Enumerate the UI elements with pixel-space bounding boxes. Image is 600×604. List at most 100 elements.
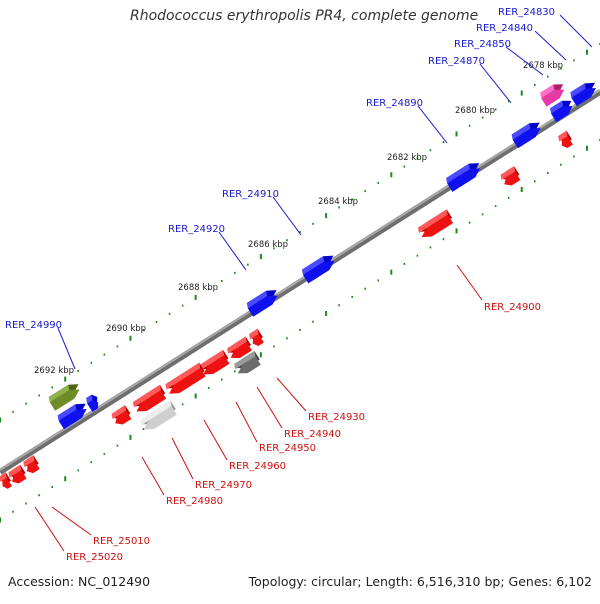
gene-glyph-face [551, 106, 573, 123]
gene-label-rer-24970[interactable]: RER_24970 [195, 480, 252, 491]
leader-line-rer-24960 [203, 419, 228, 461]
leader-line-rer-25010 [51, 506, 92, 536]
gene-rer-24880-glyph[interactable] [499, 166, 522, 188]
gene-glyph-face [12, 470, 27, 484]
gene-glyph-top [199, 349, 225, 371]
gene-rer-25020-glyph[interactable] [7, 464, 29, 486]
gene-glyph-face [2, 477, 13, 489]
gene-label-rer-24900[interactable]: RER_24900 [484, 302, 541, 313]
gene-glyph-face [421, 214, 454, 238]
gene-glyph-top [0, 472, 7, 482]
gene-rer-24850-glyph[interactable] [539, 80, 569, 107]
gene-glyph-face [49, 389, 80, 411]
gene-glyph-top [23, 455, 35, 467]
gene-rer-25010-glyph[interactable] [22, 455, 42, 475]
gene-label-rer-24890[interactable]: RER_24890 [366, 98, 423, 109]
tick-marks [0, 43, 600, 523]
gene-glyph-top [511, 123, 531, 140]
gene-glyph-face [302, 260, 335, 284]
gene-glyph-top [550, 100, 564, 114]
gene-glyph-top [540, 84, 555, 99]
leader-line-rer-25020 [34, 506, 65, 552]
gene-label-rer-24920[interactable]: RER_24920 [168, 224, 225, 235]
scale-label: 2688 kbp [178, 283, 218, 293]
leader-line-rer-24950 [235, 401, 258, 443]
gene-rer-24985-glyph[interactable] [110, 405, 133, 427]
gene-glyph-top [558, 130, 568, 142]
scale-label: 2682 kbp [387, 153, 427, 163]
gene-label-rer-24940[interactable]: RER_24940 [284, 429, 341, 440]
gene-rer-24890-glyph[interactable] [444, 159, 484, 192]
gene-glyph-top [246, 290, 268, 309]
gene-glyph-top [446, 163, 470, 184]
gene-glyph-top [570, 83, 586, 98]
gene-rer-25000-glyph[interactable] [56, 399, 91, 430]
gene-label-rer-24930[interactable]: RER_24930 [308, 412, 365, 423]
leader-line-rer-24980 [141, 456, 165, 496]
gene-rer-24970-glyph[interactable] [138, 400, 178, 434]
gene-glyph-top [417, 209, 448, 233]
gene-glyph-face [561, 136, 573, 149]
gene-rer-24870-glyph[interactable] [510, 118, 545, 149]
leader-line-rer-24970 [171, 437, 194, 480]
scale-label: 2684 kbp [318, 197, 358, 207]
gene-glyph-face [247, 295, 278, 317]
gene-label-rer-24990[interactable]: RER_24990 [5, 320, 62, 331]
genome-stats-text: Topology: circular; Length: 6,516,310 bp… [248, 574, 592, 589]
gene-label-rer-24960[interactable]: RER_24960 [229, 461, 286, 472]
gene-rer-24925-glyph[interactable] [247, 328, 265, 348]
gene-glyph-top [57, 404, 77, 421]
gene-rer-24960-glyph[interactable] [164, 362, 208, 398]
gene-glyph-top [301, 256, 325, 275]
gene-labels: RER_24830 RER_24840 RER_24850 RER_24870 RER_… [5, 7, 593, 563]
gene-glyph-face [504, 171, 521, 186]
gene-glyph-face [237, 356, 261, 374]
gene-rer-24980-glyph[interactable] [131, 384, 168, 416]
gene-rer-24860-glyph[interactable] [556, 130, 574, 150]
leader-line-rer-24870 [479, 63, 512, 104]
gene-glyph-face [115, 410, 132, 425]
gene-glyph-face [169, 368, 206, 394]
gene-glyph-face [143, 406, 177, 430]
gene-rer-24830-glyph[interactable] [569, 79, 600, 107]
gene-rer-24900-glyph[interactable] [416, 209, 454, 241]
gene-label-rer-24850[interactable]: RER_24850 [454, 39, 511, 50]
gene-glyph-face [571, 88, 596, 107]
gene-label-rer-24950[interactable]: RER_24950 [259, 443, 316, 454]
gene-label-rer-25010[interactable]: RER_25010 [93, 536, 150, 547]
gene-rer-24940-glyph[interactable] [225, 336, 253, 363]
leader-line-rer-24830 [559, 14, 593, 48]
leader-line-rer-24890 [417, 105, 448, 144]
gene-glyph-top [48, 384, 70, 403]
scale-label: 2692 kbp [34, 366, 74, 376]
scale-label: 2690 kbp [106, 324, 146, 334]
gene-glyph-face [203, 355, 230, 375]
gene-label-rer-24980[interactable]: RER_24980 [166, 496, 223, 507]
gene-glyph-top [227, 336, 247, 354]
gene-rer-24840-glyph[interactable] [548, 97, 576, 123]
leader-line-rer-24840 [534, 30, 567, 61]
gene-glyph-face [26, 460, 40, 474]
leader-line-rer-24910 [272, 196, 302, 236]
gene-label-rer-24910[interactable]: RER_24910 [222, 189, 279, 200]
gene-rer-25030-glyph[interactable] [0, 472, 14, 490]
gene-glyph-face [230, 341, 252, 358]
gene-label-rer-24870[interactable]: RER_24870 [428, 56, 485, 67]
gene-rer-24990-glyph[interactable] [47, 380, 84, 411]
leader-line-rer-24900 [456, 264, 483, 301]
gene-glyph-top [132, 384, 161, 408]
accession-text: Accession: NC_012490 [8, 574, 151, 589]
gene-label-rer-25020[interactable]: RER_25020 [66, 552, 123, 563]
scale-label: 2686 kbp [248, 240, 288, 250]
gene-rer-24950-glyph[interactable] [198, 349, 231, 379]
gene-label-rer-24830[interactable]: RER_24830 [498, 7, 555, 18]
gene-glyph-top [86, 394, 93, 404]
gene-rer-24910-glyph[interactable] [300, 251, 338, 284]
gene-rer-24920-glyph[interactable] [245, 286, 282, 317]
scale-label: 2680 kbp [455, 106, 495, 116]
gene-label-rer-24840[interactable]: RER_24840 [476, 23, 533, 34]
gene-rer-24930-glyph[interactable] [233, 351, 263, 378]
gene-rer-24995-glyph[interactable] [84, 393, 102, 412]
gene-glyph-top [234, 351, 256, 370]
